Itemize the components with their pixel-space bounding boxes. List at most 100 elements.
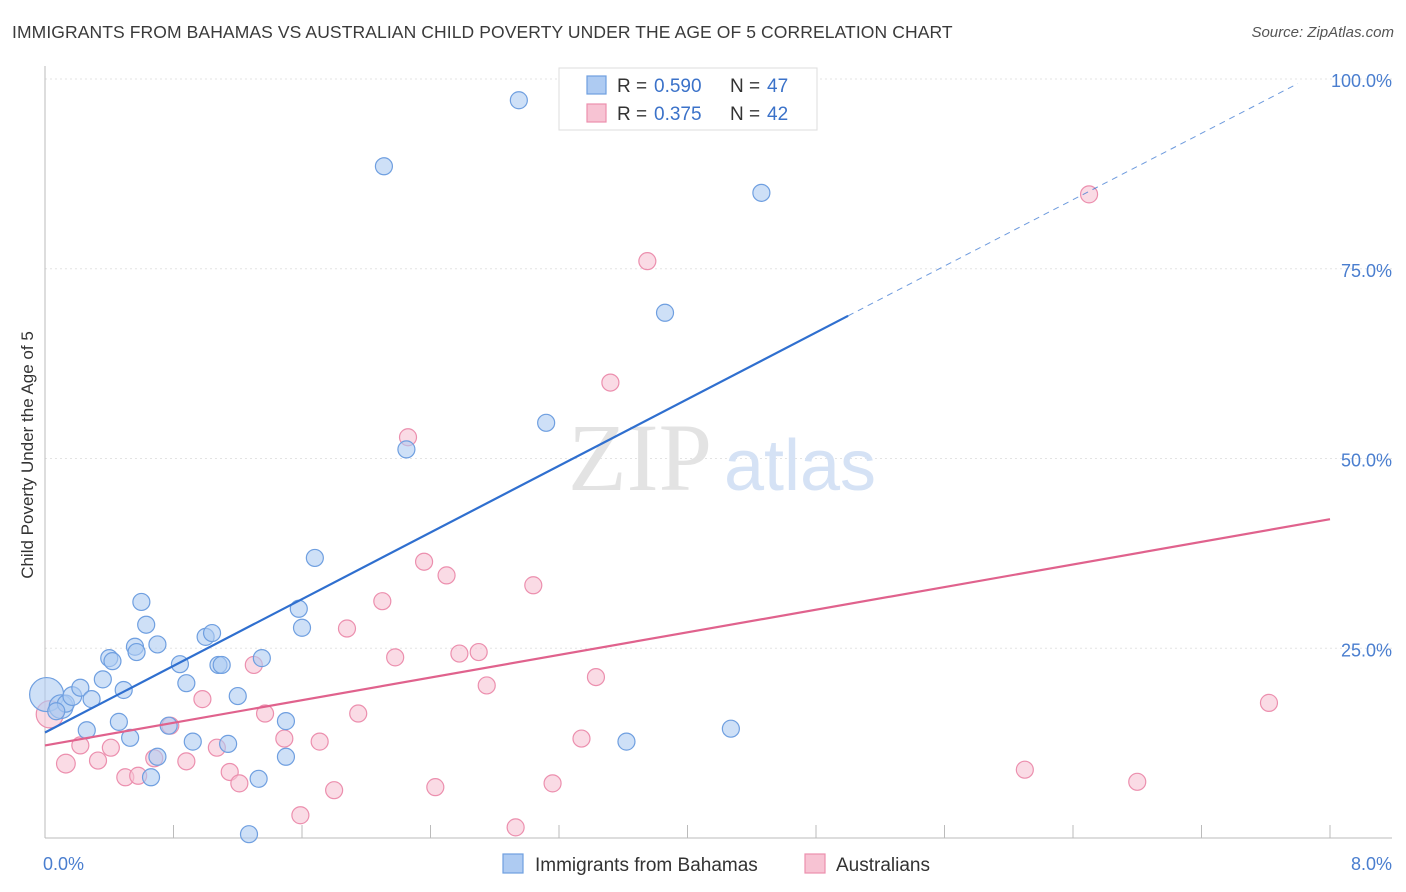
point-australians-39 [1079, 185, 1099, 204]
point-bahamas-15 [132, 592, 151, 612]
point-bahamas-23 [183, 732, 202, 751]
point-australians-26 [426, 778, 445, 797]
point-australians-22 [373, 592, 392, 611]
point-bahamas-45 [752, 183, 771, 202]
point-bahamas-27 [212, 655, 231, 675]
point-australians-2 [71, 736, 90, 755]
trend-line-australians [44, 518, 1331, 747]
legend-r-value-1: 0.590 [654, 76, 702, 97]
legend-n-value-1: 47 [767, 76, 788, 97]
data-points [29, 91, 1279, 844]
trend-line-bahamas-extension [847, 83, 1299, 317]
point-bahamas-9 [103, 652, 122, 671]
y-tick-label-3: 100.0% [1331, 71, 1392, 91]
x-tick-label-1: 8.0% [1351, 854, 1392, 874]
watermark: ZIP atlas [568, 404, 876, 511]
legend-n-label-2: N = [730, 104, 760, 125]
point-australians-36 [601, 373, 620, 392]
point-australians-4 [101, 738, 120, 757]
source-label: Source: ZipAtlas.com [1251, 24, 1394, 41]
point-australians-32 [524, 576, 543, 595]
point-bahamas-43 [655, 303, 675, 322]
point-australians-10 [193, 690, 212, 709]
point-bahamas-33 [276, 712, 296, 731]
point-australians-41 [1259, 693, 1279, 712]
point-bahamas-22 [177, 674, 196, 693]
legend-box: R = 0.590 N = 47 R = 0.375 N = 42 [558, 67, 818, 131]
point-australians-16 [275, 729, 294, 748]
point-bahamas-17 [141, 768, 161, 787]
point-bahamas-34 [276, 747, 296, 766]
point-bahamas-18 [148, 747, 167, 766]
bottom-legend-label-2: Australians [836, 855, 930, 876]
legend-swatch-pink [586, 103, 607, 123]
point-bahamas-10 [109, 712, 128, 731]
point-australians-17 [291, 806, 310, 825]
point-australians-18 [310, 732, 329, 751]
watermark-atlas: atlas [724, 426, 876, 506]
point-bahamas-31 [249, 769, 268, 788]
bottom-legend-label-1: Immigrants from Bahamas [535, 855, 758, 876]
legend-swatch-blue [586, 75, 607, 95]
point-australians-1 [55, 753, 76, 774]
legend-r-label-1: R = [617, 76, 647, 97]
tick-labels: 25.0% 50.0% 75.0% 100.0% 0.0% 8.0% [43, 71, 1392, 874]
watermark-zip: ZIP [568, 404, 712, 511]
point-australians-27 [437, 566, 456, 585]
point-bahamas-46 [47, 702, 66, 721]
x-tick-label-0: 0.0% [43, 854, 84, 874]
trend-lines [44, 83, 1331, 747]
grid-lines [45, 78, 1392, 649]
y-tick-label-0: 25.0% [1341, 640, 1392, 660]
point-bahamas-44 [721, 719, 740, 738]
point-australians-34 [572, 729, 591, 748]
point-bahamas-7 [93, 670, 112, 689]
point-australians-30 [477, 676, 496, 695]
point-bahamas-32 [252, 649, 271, 668]
point-bahamas-30 [239, 825, 259, 844]
y-tick-label-1: 50.0% [1341, 451, 1392, 471]
point-australians-25 [414, 552, 434, 571]
point-bahamas-36 [305, 548, 324, 568]
axes [44, 66, 1392, 839]
point-australians-9 [177, 752, 196, 771]
point-bahamas-38 [374, 157, 394, 176]
point-bahamas-39 [397, 440, 416, 459]
point-australians-33 [543, 774, 562, 793]
point-bahamas-14 [127, 642, 146, 662]
point-bahamas-16 [137, 615, 156, 634]
point-bahamas-42 [617, 732, 636, 751]
legend-r-value-2: 0.375 [654, 104, 702, 125]
bottom-legend-swatch-pink [804, 853, 826, 874]
point-australians-19 [325, 781, 344, 800]
point-australians-20 [337, 619, 357, 638]
point-bahamas-37 [292, 618, 312, 637]
point-australians-31 [506, 818, 525, 837]
point-bahamas-41 [537, 413, 556, 432]
point-bahamas-28 [219, 734, 238, 753]
legend-n-label-1: N = [730, 76, 760, 97]
point-australians-28 [450, 644, 469, 663]
point-australians-38 [1015, 760, 1034, 779]
point-australians-37 [638, 252, 657, 271]
legend-r-label-2: R = [617, 104, 647, 125]
bottom-legend: Immigrants from Bahamas Australians [502, 853, 930, 876]
legend-n-value-2: 42 [767, 104, 788, 125]
point-australians-21 [349, 704, 368, 723]
point-australians-35 [586, 667, 606, 687]
point-australians-3 [88, 751, 108, 770]
point-bahamas-25 [202, 623, 222, 643]
point-australians-15 [255, 704, 275, 723]
point-australians-29 [469, 642, 488, 662]
trend-line-bahamas [44, 314, 849, 734]
point-australians-13 [230, 774, 249, 793]
point-bahamas-29 [228, 686, 247, 706]
chart-title: IMMIGRANTS FROM BAHAMAS VS AUSTRALIAN CH… [12, 22, 953, 42]
point-australians-40 [1128, 772, 1147, 791]
y-tick-label-2: 75.0% [1341, 261, 1392, 281]
point-bahamas-19 [148, 635, 167, 654]
point-bahamas-40 [509, 91, 528, 110]
point-australians-23 [386, 648, 405, 667]
bottom-legend-swatch-blue [502, 853, 524, 874]
